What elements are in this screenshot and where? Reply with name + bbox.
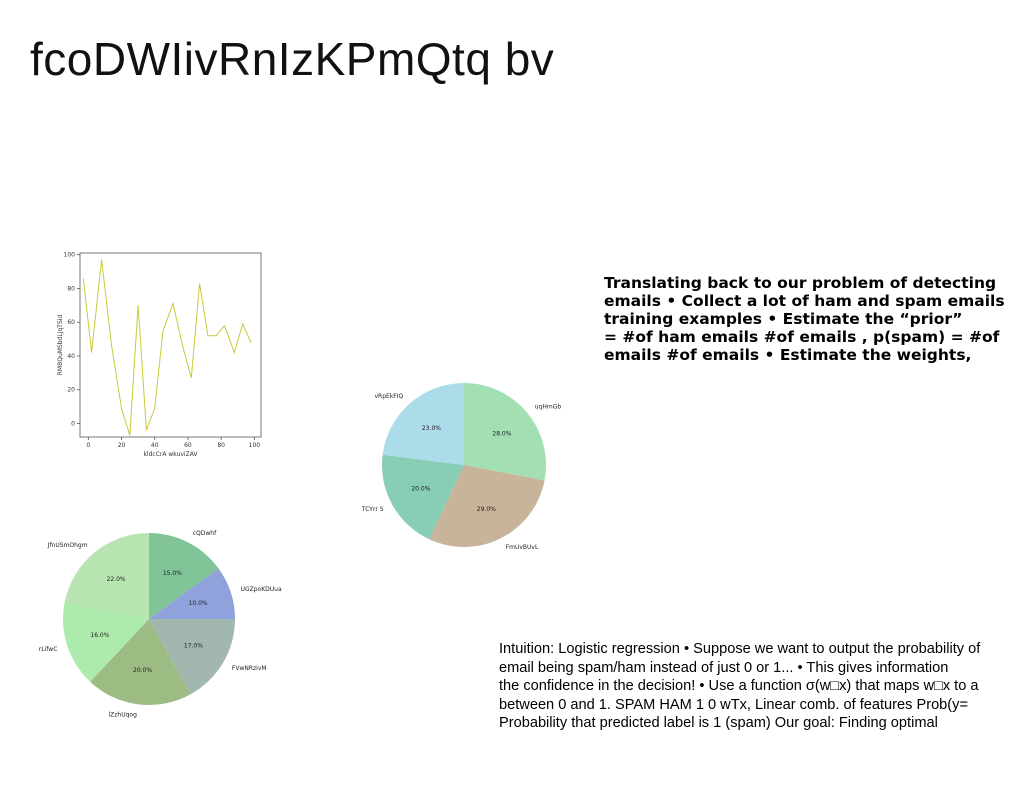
y-tick-label: 100 xyxy=(64,252,76,259)
note-line: Intuition: Logistic regression • Suppose… xyxy=(499,641,981,657)
pie-chart-1-category-label: uqHmGb xyxy=(535,403,562,410)
y-tick-label: 40 xyxy=(67,353,75,360)
x-axis-label: kldcCrA wkuviZAV xyxy=(143,451,198,458)
text-block: Translating back to our problem of detec… xyxy=(604,274,1024,364)
pie-chart-2-slice xyxy=(90,619,191,705)
note-block: Intuition: Logistic regression • Suppose… xyxy=(499,640,1024,733)
series-line xyxy=(82,259,252,436)
pie-chart-2-pct-label: 22.0% xyxy=(107,576,126,583)
pie-chart-1-slice xyxy=(464,383,546,481)
x-tick-label: 40 xyxy=(151,442,159,449)
pie-chart-1-pct-label: 29.0% xyxy=(477,506,496,513)
note-line: the confidence in the decision! • Use a … xyxy=(499,678,979,694)
plot-frame xyxy=(79,252,262,438)
pie-chart-2-pct-label: 17.0% xyxy=(184,642,203,649)
y-tick-label: 60 xyxy=(67,319,75,326)
pie-chart-1-pct-label: 28.0% xyxy=(492,431,511,438)
pie-chart-2-pct-label: 16.0% xyxy=(90,632,109,639)
x-tick-label: 0 xyxy=(86,442,90,449)
pie-chart-1-pct-label: 20.0% xyxy=(411,486,430,493)
x-tick-label: 20 xyxy=(118,442,126,449)
pie-chart-2-category-label: FVwNRzivM xyxy=(232,665,267,672)
pie-chart-1-category-label: TCYrr S xyxy=(361,506,384,513)
text-line: = #of ham emails #of emails , p(spam) = … xyxy=(604,328,1000,346)
pie-chart-1-category-label: vRpEkFIQ xyxy=(375,393,404,400)
x-tick-label: 80 xyxy=(217,442,225,449)
x-tick-label: 60 xyxy=(184,442,192,449)
slide-title: fcoDWIivRnIzKPmQtq bv xyxy=(30,33,555,85)
pie-chart-2-slice xyxy=(149,568,235,619)
text-line: emails #of emails • Estimate the weights… xyxy=(604,346,972,364)
pie-chart-2-slice xyxy=(149,533,219,619)
pie-chart-2-category-label: UGZpoKDUua xyxy=(241,586,282,593)
y-tick-label: 20 xyxy=(67,387,75,394)
pie-chart-1-slice xyxy=(382,454,464,540)
pie-chart-2-category-label: lZzhUqog xyxy=(109,712,138,719)
pie-chart-2-slice xyxy=(63,602,150,682)
y-tick-label: 80 xyxy=(67,285,75,292)
note-line: Probability that predicted label is 1 (s… xyxy=(499,715,938,731)
pie-chart-1-slice xyxy=(382,383,464,465)
text-line: emails • Collect a lot of ham and spam e… xyxy=(604,292,1005,310)
y-axis-label: RMBQuMSbdLJqTSid xyxy=(57,315,64,376)
y-tick-label: 0 xyxy=(71,420,75,427)
pie-chart-2-slice xyxy=(64,533,149,619)
note-line: between 0 and 1. SPAM HAM 1 0 wTx, Linea… xyxy=(499,696,968,713)
pie-chart-2-category-label: rLifwC xyxy=(39,646,58,653)
pie-chart-2-pct-label: 10.0% xyxy=(189,600,208,607)
note-line: email being spam/ham instead of just 0 o… xyxy=(499,659,949,676)
text-line: training examples • Estimate the “prior” xyxy=(604,310,963,328)
pie-chart-2-pct-label: 20.0% xyxy=(133,667,152,674)
x-tick-label: 100 xyxy=(249,442,261,449)
pie-chart-1-pct-label: 23.0% xyxy=(422,425,441,432)
pie-chart-1-slice xyxy=(429,465,545,547)
pie-chart-2-pct-label: 15.0% xyxy=(163,570,182,577)
pie-chart-2-slice xyxy=(149,619,235,695)
pie-chart-2-category-label: JfnUSmOhgm xyxy=(47,542,88,549)
pie-chart-2-category-label: cQDwhf xyxy=(193,530,217,537)
pie-chart-1-category-label: FmUvBUvL xyxy=(506,544,539,551)
text-line: Translating back to our problem of detec… xyxy=(604,274,997,292)
